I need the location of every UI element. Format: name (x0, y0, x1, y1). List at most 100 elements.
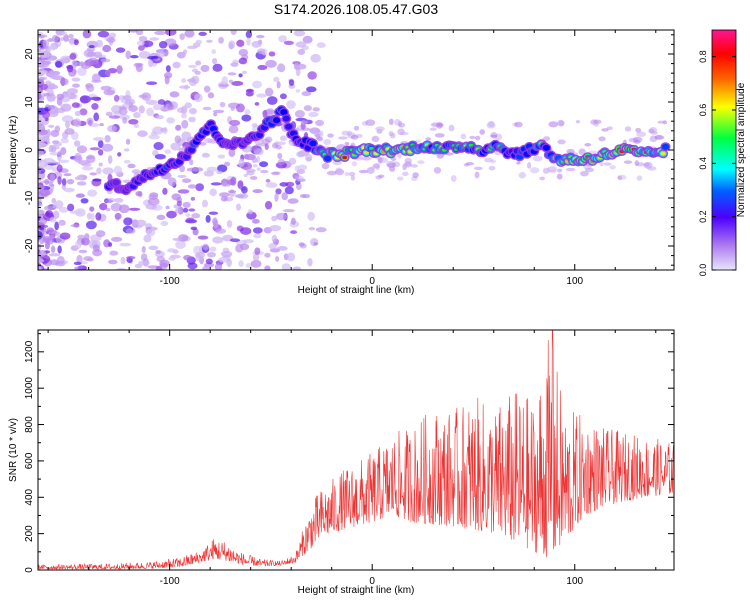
noise-blob (257, 48, 265, 54)
noise-blob (598, 136, 605, 141)
noise-blob (203, 107, 212, 111)
noise-blob (102, 45, 111, 52)
noise-blob (188, 65, 197, 68)
noise-blob (87, 213, 92, 220)
noise-blob (370, 166, 375, 169)
noise-blob (63, 173, 71, 176)
noise-blob (181, 113, 187, 119)
noise-blob (277, 153, 282, 159)
noise-blob (108, 242, 112, 247)
noise-blob (451, 175, 457, 182)
noise-blob (484, 158, 492, 163)
noise-blob (345, 172, 350, 176)
noise-blob (96, 230, 105, 237)
noise-blob (280, 93, 287, 99)
noise-blob (42, 111, 50, 119)
noise-blob (351, 175, 355, 180)
noise-blob (101, 58, 111, 62)
noise-blob (79, 250, 88, 253)
noise-blob (175, 135, 182, 143)
noise-blob (81, 198, 89, 203)
noise-blob (47, 93, 56, 101)
noise-blob (296, 41, 307, 47)
noise-blob (344, 142, 349, 145)
noise-blob (149, 246, 159, 251)
noise-blob (246, 169, 256, 173)
noise-blob (299, 242, 305, 246)
noise-blob (272, 235, 278, 243)
noise-blob (83, 256, 93, 261)
noise-blob (55, 108, 66, 113)
noise-blob (354, 126, 359, 131)
noise-blob (251, 41, 261, 48)
noise-blob (266, 182, 278, 188)
noise-blob (253, 227, 263, 233)
noise-blob (57, 245, 61, 253)
noise-blob (210, 246, 217, 251)
noise-blob (59, 160, 70, 163)
noise-blob (63, 188, 74, 193)
noise-blob (307, 71, 317, 79)
noise-blob (86, 221, 97, 230)
noise-blob (177, 107, 185, 113)
noise-blob (49, 253, 60, 256)
noise-blob (313, 107, 320, 111)
noise-blob (285, 182, 294, 187)
noise-blob (125, 98, 135, 105)
noise-blob (75, 111, 81, 116)
ridge-body (309, 140, 316, 146)
noise-blob (72, 78, 81, 82)
noise-blob (243, 239, 254, 243)
noise-blob (576, 120, 580, 123)
noise-blob (449, 125, 455, 132)
noise-blob (160, 221, 168, 226)
noise-blob (124, 160, 131, 164)
noise-blob (289, 79, 294, 86)
noise-blob (92, 179, 101, 182)
ridge-core (342, 156, 347, 159)
noise-blob (123, 217, 132, 225)
noise-blob (252, 146, 258, 151)
noise-blob (296, 89, 300, 92)
noise-blob (137, 130, 148, 137)
noise-blob (155, 115, 164, 119)
noise-blob (239, 58, 247, 65)
noise-blob (291, 218, 296, 225)
noise-blob (196, 40, 202, 45)
noise-blob (152, 126, 164, 134)
noise-blob (60, 78, 69, 85)
noise-blob (647, 166, 656, 170)
noise-blob (397, 176, 404, 180)
noise-blob (271, 172, 280, 175)
noise-blob (178, 189, 190, 193)
noise-blob (213, 64, 223, 72)
noise-blob (530, 167, 540, 173)
noise-blob (139, 36, 147, 42)
noise-blob (93, 137, 104, 141)
noise-blob (236, 40, 244, 47)
noise-blob (166, 65, 171, 72)
snr-xlabel: Height of straight line (km) (298, 585, 415, 596)
noise-blob (170, 91, 180, 97)
noise-blob (253, 233, 261, 238)
noise-blob (435, 133, 445, 138)
noise-blob (548, 121, 558, 127)
noise-blob (37, 166, 41, 174)
noise-blob (206, 40, 213, 43)
noise-blob (290, 230, 297, 234)
noise-blob (276, 213, 287, 220)
noise-blob (389, 119, 394, 125)
noise-blob (147, 56, 158, 60)
noise-blob (87, 189, 97, 196)
noise-blob (164, 149, 171, 154)
noise-blob (219, 192, 230, 197)
noise-blob (244, 109, 250, 114)
noise-blob (295, 175, 304, 181)
noise-blob (183, 49, 187, 54)
noise-blob (284, 41, 294, 45)
noise-blob (417, 160, 424, 164)
colorbar-label: Normalized spectral amplitude (736, 82, 747, 217)
noise-blob (336, 167, 343, 173)
noise-blob (230, 62, 238, 67)
noise-blob (315, 120, 324, 126)
